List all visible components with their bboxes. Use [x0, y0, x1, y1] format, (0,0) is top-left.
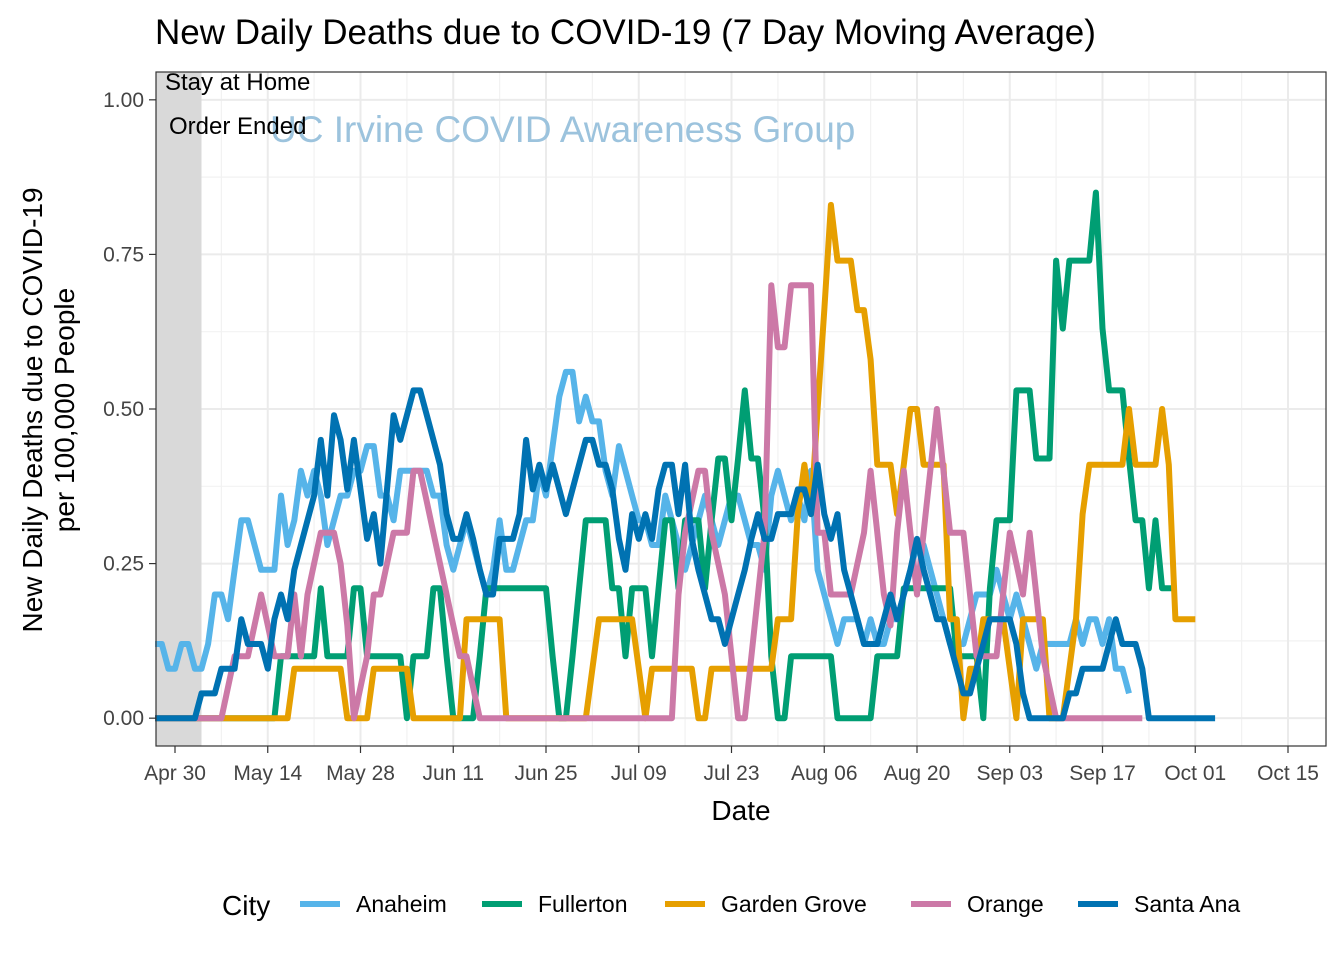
legend-label-santa-ana: Santa Ana	[1134, 891, 1240, 917]
y-axis-ticks: 0.00 0.25 0.50 0.75 1.00	[103, 89, 156, 730]
series-lines	[155, 189, 1216, 722]
y-tick-label: 0.00	[103, 707, 144, 730]
stay-at-home-shaded-region	[156, 72, 202, 746]
x-tick-label: Apr 30	[144, 762, 206, 785]
x-tick-label: Oct 15	[1257, 762, 1319, 785]
shade-label-line1: Stay at Home	[165, 69, 310, 96]
x-tick-label: Sep 03	[976, 762, 1043, 785]
series-line-fullerton	[155, 189, 1176, 722]
series-line-santa-ana	[155, 387, 1216, 722]
watermark: UC Irvine COVID Awareness Group	[270, 109, 855, 150]
x-tick-label: Aug 20	[884, 762, 951, 785]
shade-label-line2: Order Ended	[169, 113, 306, 140]
x-tick-label: May 28	[326, 762, 395, 785]
y-axis-title: New Daily Deaths due to COVID-19 per 100…	[17, 187, 80, 632]
x-tick-label: Jul 09	[611, 762, 667, 785]
legend-label-garden-grove: Garden Grove	[721, 891, 867, 917]
x-tick-label: Sep 17	[1069, 762, 1136, 785]
y-tick-label: 1.00	[103, 89, 144, 112]
legend-label-orange: Orange	[967, 891, 1044, 917]
x-axis-title: Date	[711, 795, 770, 826]
chart-title: New Daily Deaths due to COVID-19 (7 Day …	[155, 13, 1096, 52]
y-tick-label: 0.75	[103, 243, 144, 266]
legend-title: City	[222, 890, 270, 921]
x-tick-label: May 14	[233, 762, 302, 785]
x-tick-label: Jul 23	[703, 762, 759, 785]
x-tick-label: Jun 11	[423, 762, 485, 785]
legend: City Anaheim Fullerton Garden Grove Orange S…	[222, 890, 1240, 921]
x-tick-label: Oct 01	[1164, 762, 1226, 785]
y-axis-title-line1: New Daily Deaths due to COVID-19	[17, 187, 48, 632]
y-tick-label: 0.25	[103, 553, 144, 576]
legend-label-fullerton: Fullerton	[538, 891, 627, 917]
x-axis-ticks: Apr 30 May 14 May 28 Jun 11 Jun 25 Jul 09 Jul …	[144, 746, 1319, 785]
x-tick-label: Jun 25	[514, 762, 577, 785]
y-axis-title-line2: per 100,000 People	[49, 288, 80, 532]
legend-label-anaheim: Anaheim	[356, 891, 447, 917]
y-tick-label: 0.50	[103, 398, 144, 421]
x-tick-label: Aug 06	[791, 762, 858, 785]
